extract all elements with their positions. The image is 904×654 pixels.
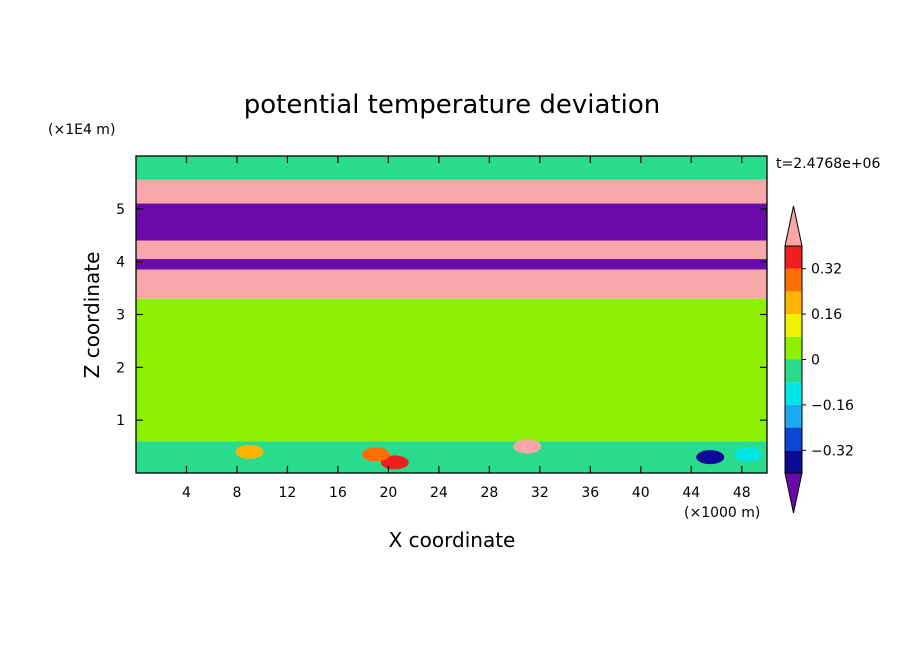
x-tick-label-1: 8 xyxy=(232,485,241,501)
time-label: t=2.4768e+06 xyxy=(776,156,880,172)
x-axis-ticks: 4 8 12 16 20 24 28 32 36 40 44 48 xyxy=(182,156,751,501)
field-feature-5 xyxy=(734,447,763,462)
y-axis-label: Z coordinate xyxy=(80,252,104,379)
colorbar-over-arrow xyxy=(784,205,803,247)
field-feature-7 xyxy=(702,215,731,230)
field-feature-0 xyxy=(380,455,409,470)
x-axis-unit: (×1000 m) xyxy=(684,505,760,521)
colorbar-label-3: −0.16 xyxy=(811,398,854,414)
x-tick-label-7: 32 xyxy=(531,485,549,501)
field-layer-1 xyxy=(136,179,767,204)
field-layer-0 xyxy=(136,156,767,180)
x-tick-label-0: 4 xyxy=(182,485,191,501)
colorbar-bin-6 xyxy=(785,314,802,337)
field-layer-8 xyxy=(136,298,767,442)
field-layer-2 xyxy=(136,203,767,212)
colorbar-bin-2 xyxy=(785,404,802,428)
x-axis-label: X coordinate xyxy=(389,528,516,552)
field-feature-3 xyxy=(513,439,542,454)
colorbar-bin-4 xyxy=(785,359,802,383)
y-axis-ticks: 1 2 3 4 5 xyxy=(116,202,767,429)
x-tick-label-4: 20 xyxy=(379,485,397,501)
y-tick-label-0: 1 xyxy=(116,413,125,429)
x-tick-label-5: 24 xyxy=(430,485,448,501)
x-tick-label-9: 40 xyxy=(632,485,650,501)
y-tick-label-1: 2 xyxy=(116,360,125,376)
colorbar-bin-1 xyxy=(785,427,802,451)
x-tick-label-2: 12 xyxy=(279,485,297,501)
colorbar-bin-5 xyxy=(785,336,802,360)
chart-title: potential temperature deviation xyxy=(244,90,660,120)
field-feature-6 xyxy=(298,220,327,235)
colorbar-label-1: 0.16 xyxy=(811,307,842,323)
field-layer-3 xyxy=(136,211,767,241)
y-tick-label-2: 3 xyxy=(116,308,125,324)
field-layer-9 xyxy=(136,441,767,473)
colorbar-label-4: −0.32 xyxy=(811,443,854,459)
y-tick-label-4: 5 xyxy=(116,202,125,218)
x-tick-label-11: 48 xyxy=(733,485,751,501)
field-layer-4 xyxy=(136,240,767,260)
y-tick-label-3: 4 xyxy=(116,255,125,271)
colorbar-bin-3 xyxy=(785,382,802,405)
x-tick-label-3: 16 xyxy=(329,485,347,501)
x-tick-label-6: 28 xyxy=(480,485,498,501)
field-feature-4 xyxy=(696,450,725,465)
field-feature-2 xyxy=(235,444,264,459)
colorbar: 0.32 0.16 0 −0.16 −0.32 xyxy=(784,205,854,514)
colorbar-bin-9 xyxy=(785,246,802,269)
field-layer-5 xyxy=(136,259,767,270)
y-axis-unit: (×1E4 m) xyxy=(48,122,115,138)
field-feature-1 xyxy=(361,447,390,462)
field-layer-6 xyxy=(136,269,767,286)
field-layer-7 xyxy=(136,285,767,299)
x-tick-label-8: 36 xyxy=(581,485,599,501)
colorbar-bin-7 xyxy=(785,291,802,315)
colorbar-label-0: 0.32 xyxy=(811,262,842,278)
plot-area xyxy=(136,156,767,473)
colorbar-bin-0 xyxy=(785,450,802,473)
colorbar-under-arrow xyxy=(784,472,803,514)
x-tick-label-10: 44 xyxy=(682,485,700,501)
colorbar-bin-8 xyxy=(785,268,802,292)
colorbar-label-2: 0 xyxy=(811,353,820,369)
